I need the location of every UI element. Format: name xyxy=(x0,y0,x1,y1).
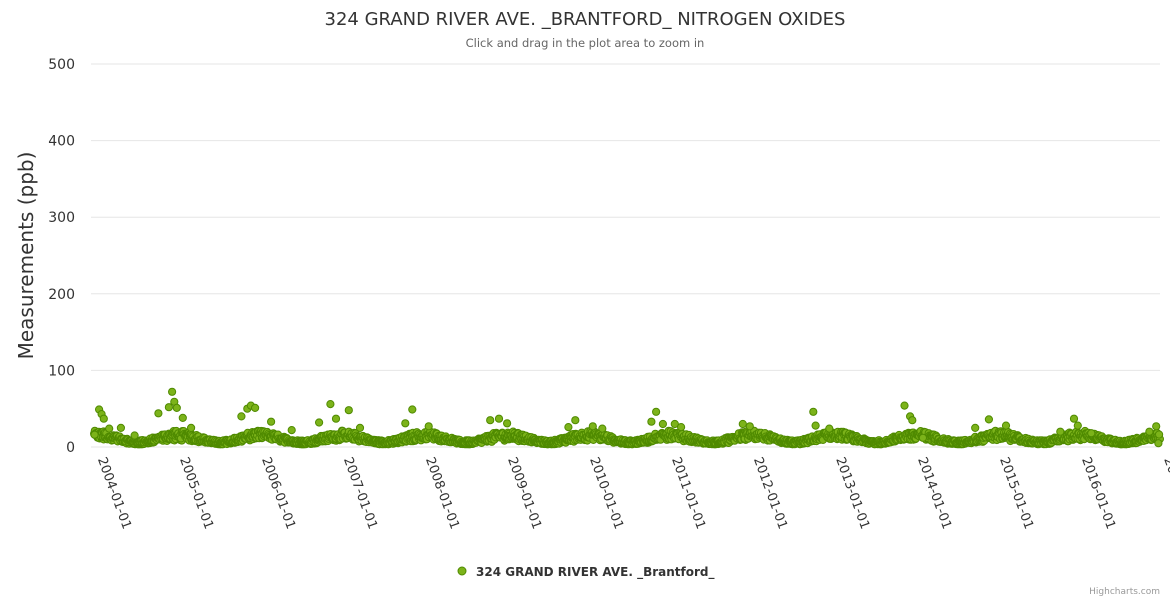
series-points[interactable] xyxy=(90,387,1165,449)
data-point-peak[interactable] xyxy=(187,423,196,432)
chart-title: 324 GRAND RIVER AVE. _BRANTFORD_ NITROGE… xyxy=(325,9,846,30)
y-axis-ticks: 0 100 200 300 400 500 xyxy=(48,57,75,456)
data-point-peak[interactable] xyxy=(424,422,433,431)
x-tick-label: 2011-01-01 xyxy=(668,455,708,531)
y-tick-label: 0 xyxy=(66,440,75,456)
data-point-peak[interactable] xyxy=(105,424,114,433)
x-tick-label: 2008-01-01 xyxy=(422,455,462,531)
x-tick-label: 2004-01-01 xyxy=(94,455,134,531)
data-point-peak[interactable] xyxy=(900,401,909,410)
data-point-peak[interactable] xyxy=(1145,427,1154,436)
data-point-peak[interactable] xyxy=(908,416,917,425)
legend-label[interactable]: 324 GRAND RIVER AVE. _Brantford_ xyxy=(476,565,715,580)
data-point-peak[interactable] xyxy=(1069,414,1079,423)
data-point-peak[interactable] xyxy=(486,416,495,425)
data-point-peak[interactable] xyxy=(331,414,341,423)
y-tick-label: 300 xyxy=(48,210,75,226)
data-point-peak[interactable] xyxy=(130,431,139,440)
data-point-peak[interactable] xyxy=(315,418,324,427)
data-point-peak[interactable] xyxy=(355,423,365,432)
data-point-peak[interactable] xyxy=(344,406,353,415)
data-point-peak[interactable] xyxy=(658,419,668,429)
data-point-peak[interactable] xyxy=(408,405,417,414)
y-tick-label: 100 xyxy=(48,363,75,379)
data-point-peak[interactable] xyxy=(1073,421,1082,430)
x-tick-label: 2016-01-01 xyxy=(1078,455,1118,531)
y-tick-label: 400 xyxy=(48,134,75,150)
data-point-peak[interactable] xyxy=(745,422,754,431)
y-tick-label: 200 xyxy=(48,287,75,303)
data-point-peak[interactable] xyxy=(178,413,187,422)
legend-marker-icon[interactable] xyxy=(457,566,467,576)
data-point-peak[interactable] xyxy=(154,409,163,418)
data-point-peak[interactable] xyxy=(677,423,686,432)
data-point-peak[interactable] xyxy=(164,403,173,412)
data-point-peak[interactable] xyxy=(326,400,335,409)
legend[interactable]: 324 GRAND RIVER AVE. _Brantford_ xyxy=(457,565,715,580)
y-axis-label: Measurements (ppb) xyxy=(14,152,38,360)
data-point-peak[interactable] xyxy=(564,423,573,432)
data-point-peak[interactable] xyxy=(1152,422,1161,431)
x-tick-label: 2014-01-01 xyxy=(914,455,954,531)
data-point-peak[interactable] xyxy=(494,414,504,423)
data-point-peak[interactable] xyxy=(670,419,679,429)
data-point-peak[interactable] xyxy=(168,387,177,396)
chart-subtitle: Click and drag in the plot area to zoom … xyxy=(466,36,705,50)
data-point-peak[interactable] xyxy=(647,417,656,426)
data-point-peak[interactable] xyxy=(571,416,580,425)
data-point-peak[interactable] xyxy=(1154,439,1163,448)
data-point-peak[interactable] xyxy=(172,403,181,412)
data-point-peak[interactable] xyxy=(738,419,747,429)
data-point-peak[interactable] xyxy=(1001,421,1011,430)
data-point-peak[interactable] xyxy=(918,433,928,442)
x-tick-label: 2013-01-01 xyxy=(832,455,872,531)
data-point-peak[interactable] xyxy=(809,407,818,416)
data-point[interactable] xyxy=(1155,430,1164,439)
x-tick-label: 2009-01-01 xyxy=(504,455,544,531)
data-point-peak[interactable] xyxy=(984,415,994,424)
x-tick-label: 2005-01-01 xyxy=(176,455,216,531)
data-point-peak[interactable] xyxy=(90,430,99,439)
x-tick-label: 2006-01-01 xyxy=(258,455,298,531)
data-point-peak[interactable] xyxy=(503,419,512,428)
x-tick-label: 2007-01-01 xyxy=(340,455,380,531)
data-point-peak[interactable] xyxy=(251,403,260,412)
data-point-peak[interactable] xyxy=(588,422,597,431)
x-tick-label: 2010-01-01 xyxy=(586,455,626,531)
data-point-peak[interactable] xyxy=(1056,427,1065,436)
x-axis-ticks: 2004-01-01 2005-01-01 2006-01-01 2007-01-01… xyxy=(94,455,1170,531)
data-point-peak[interactable] xyxy=(825,424,834,433)
data-point-peak[interactable] xyxy=(237,412,246,421)
data-point-peak[interactable] xyxy=(287,426,296,435)
gridlines xyxy=(91,63,1160,448)
data-point-peak[interactable] xyxy=(1087,429,1096,438)
data-point-peak[interactable] xyxy=(652,407,661,416)
data-point-peak[interactable] xyxy=(971,423,980,432)
x-tick-label: 2017-01-01 xyxy=(1160,455,1170,531)
data-point-peak[interactable] xyxy=(401,419,410,428)
data-point-peak[interactable] xyxy=(267,417,276,426)
data-point-peak[interactable] xyxy=(598,424,607,433)
data-point-peak[interactable] xyxy=(116,423,126,432)
y-tick-label: 500 xyxy=(48,57,75,73)
data-point-peak[interactable] xyxy=(99,414,108,423)
credits-link[interactable]: Highcharts.com xyxy=(1089,587,1160,597)
x-tick-label: 2015-01-01 xyxy=(996,455,1036,531)
data-point-peak[interactable] xyxy=(811,421,820,430)
x-tick-label: 2012-01-01 xyxy=(750,455,790,531)
